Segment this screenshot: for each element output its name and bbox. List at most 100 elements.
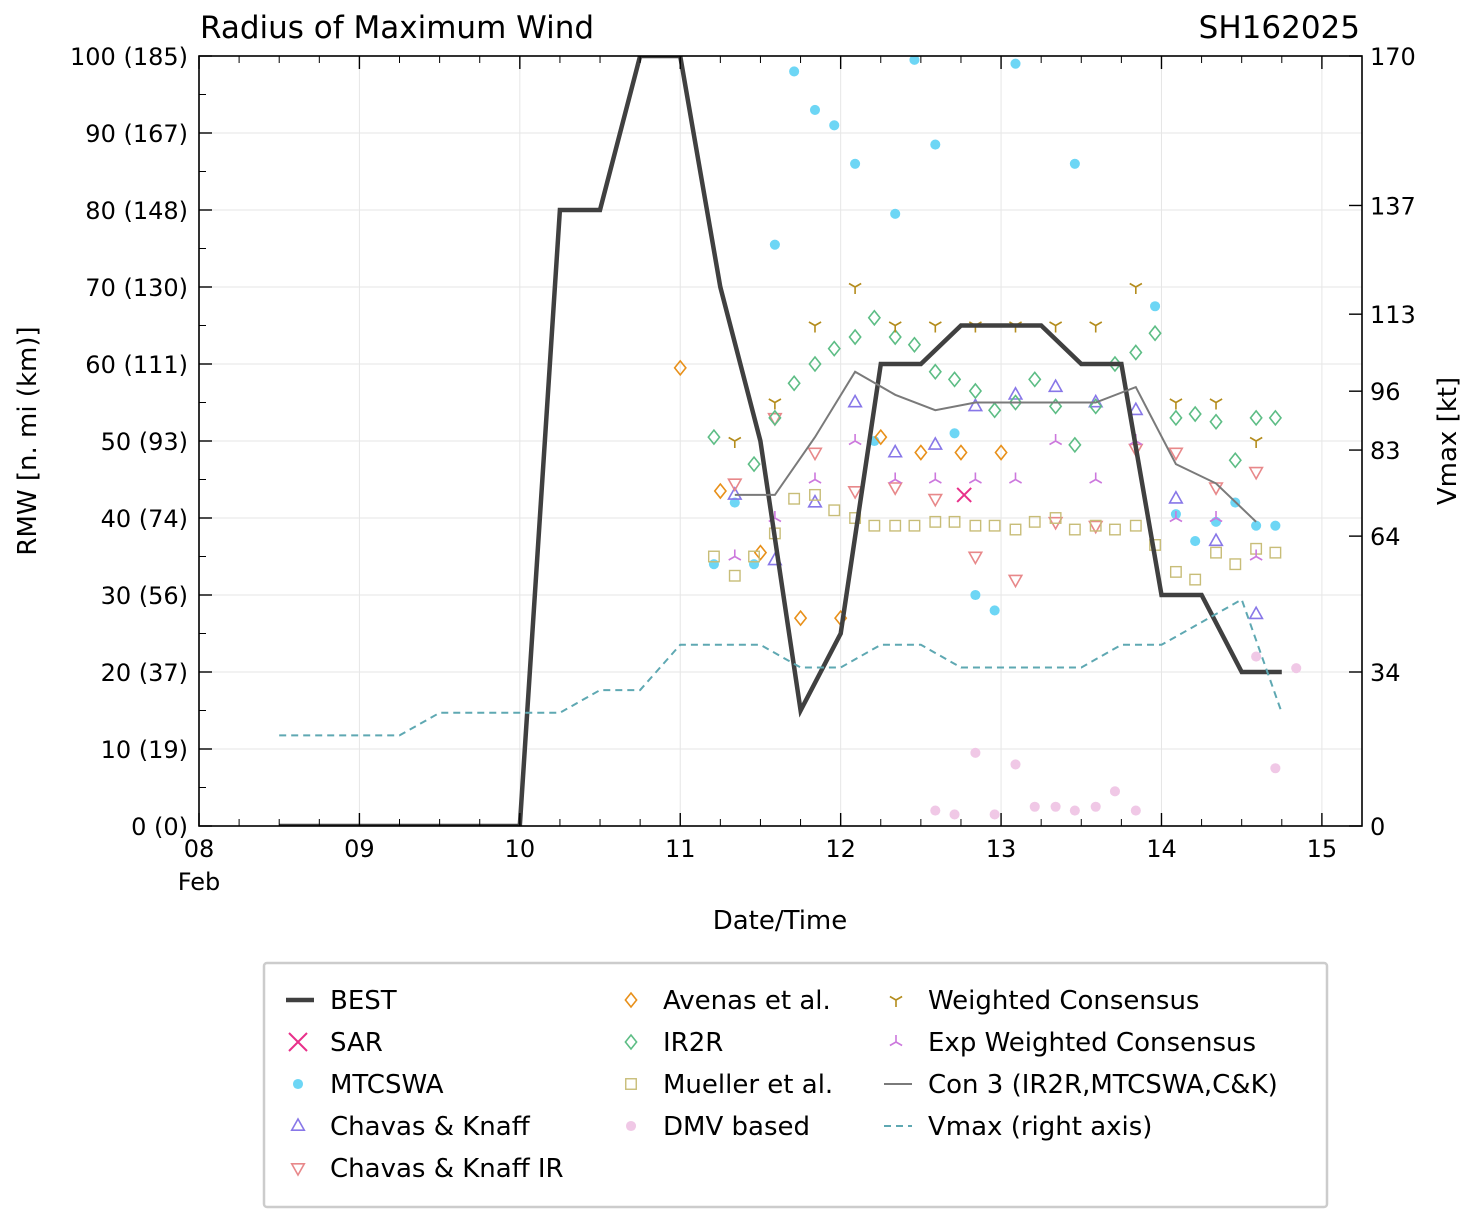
dmv-based-point bbox=[930, 805, 941, 816]
x-tick-label: 10 bbox=[505, 835, 536, 863]
chavas-knaff-ir-point bbox=[967, 551, 984, 566]
y-tick-label: 30 (56) bbox=[101, 582, 188, 610]
mtcswa-point bbox=[850, 158, 861, 169]
mtcswa-point bbox=[809, 104, 821, 115]
mtcswa-point bbox=[748, 559, 760, 570]
chavas-knaff-point bbox=[1128, 401, 1144, 416]
y2-tick-label: 0 bbox=[1370, 813, 1385, 841]
chavas-knaff-point bbox=[1208, 532, 1224, 547]
x-tick-sublabel: Feb bbox=[178, 868, 221, 896]
weighted-consensus-point bbox=[808, 321, 822, 333]
y2-tick-label: 137 bbox=[1370, 192, 1416, 220]
mueller-et-al-point bbox=[929, 515, 942, 528]
mueller-et-al-point bbox=[809, 488, 821, 501]
weighted-consensus-point bbox=[768, 398, 782, 410]
y-axis-label: RMW [n. mi (km)] bbox=[13, 326, 43, 555]
chavas-knaff-ir-point bbox=[847, 486, 863, 500]
mtcswa-point bbox=[708, 559, 719, 570]
exp-weighted-consensus-point bbox=[728, 549, 742, 561]
exp-weighted-consensus-point bbox=[968, 472, 982, 484]
chavas-knaff-point bbox=[927, 436, 943, 450]
chavas-knaff-ir-point bbox=[887, 482, 903, 496]
mueller-et-al-point bbox=[1068, 523, 1081, 536]
exp-weighted-consensus-point bbox=[848, 434, 862, 446]
ir2r-point bbox=[1169, 409, 1183, 427]
plot-inner bbox=[279, 56, 1302, 826]
ir2r-point bbox=[928, 363, 942, 380]
legend-swatch-weighted-consensus bbox=[889, 995, 903, 1007]
vmax-right-axis-line bbox=[279, 598, 1283, 737]
mueller-et-al-point bbox=[1129, 519, 1142, 532]
mueller-et-al-point bbox=[1089, 519, 1102, 532]
chavas-knaff-point bbox=[1168, 490, 1184, 504]
ir2r-point bbox=[747, 455, 761, 473]
chavas-knaff-ir-point bbox=[1088, 520, 1104, 535]
x-tick-label: 14 bbox=[1146, 835, 1177, 863]
dmv-based-point bbox=[989, 809, 1000, 820]
dmv-based-point bbox=[1050, 801, 1061, 812]
y-tick-label: 40 (74) bbox=[101, 505, 188, 533]
mtcswa-point bbox=[789, 66, 800, 77]
y-tick-label: 10 (19) bbox=[101, 736, 188, 764]
legend-label-exp-weighted-consensus: Exp Weighted Consensus bbox=[928, 1028, 1256, 1058]
mueller-et-al-point bbox=[728, 569, 741, 582]
mtcswa-point bbox=[729, 497, 740, 508]
ir2r-point bbox=[1209, 413, 1223, 431]
storm-id: SH162025 bbox=[1199, 10, 1360, 46]
y-tick-label: 50 (93) bbox=[101, 428, 188, 456]
weighted-consensus-point bbox=[1129, 282, 1143, 294]
ir2r-point bbox=[1228, 451, 1242, 469]
dmv-based-point bbox=[1069, 805, 1080, 816]
chavas-knaff-ir-point bbox=[767, 412, 783, 427]
plot-area bbox=[279, 56, 1302, 826]
ir2r-point bbox=[1008, 394, 1023, 411]
dmv-based-point bbox=[1251, 651, 1262, 662]
legend-swatch-avenas-et-al bbox=[624, 991, 638, 1009]
chavas-knaff-point bbox=[807, 493, 823, 508]
ir2r-point bbox=[808, 355, 822, 373]
avenas-et-al-point bbox=[954, 444, 968, 461]
weighted-consensus-point bbox=[888, 321, 902, 333]
avenas-et-al-point bbox=[793, 609, 808, 627]
legend-label-ir2r: IR2R bbox=[663, 1028, 723, 1058]
best-line bbox=[279, 56, 1282, 826]
chavas-knaff-point bbox=[1007, 386, 1024, 400]
avenas-et-al-point bbox=[713, 482, 727, 500]
chavas-knaff-ir-point bbox=[807, 447, 823, 462]
legend-label-mtcswa: MTCSWA bbox=[330, 1070, 444, 1100]
mtcswa-point bbox=[989, 605, 1000, 616]
y2-axis-label: Vmax [kt] bbox=[1433, 377, 1463, 505]
mtcswa-point bbox=[930, 139, 941, 150]
y2-tick-label: 64 bbox=[1370, 523, 1401, 551]
legend-swatch-sar bbox=[288, 1032, 308, 1052]
mueller-et-al-point bbox=[889, 519, 902, 532]
weighted-consensus-point bbox=[1049, 321, 1063, 333]
ir2r-point bbox=[1089, 398, 1103, 415]
y-tick-label: 100 (185) bbox=[70, 43, 188, 71]
exp-weighted-consensus-point bbox=[1249, 549, 1263, 561]
exp-weighted-consensus-point bbox=[808, 472, 822, 484]
chavas-knaff-point bbox=[887, 443, 903, 458]
exp-weighted-consensus-point bbox=[1009, 472, 1022, 484]
legend-swatch-exp-weighted-consensus bbox=[889, 1035, 903, 1047]
chavas-knaff-point bbox=[727, 486, 743, 500]
y2-tick-label: 170 bbox=[1370, 43, 1416, 71]
mueller-et-al-point bbox=[828, 504, 841, 517]
weighted-consensus-point bbox=[928, 321, 942, 333]
mtcswa-point bbox=[1251, 520, 1262, 531]
avenas-et-al-point bbox=[874, 428, 888, 446]
ir2r-point bbox=[968, 382, 983, 400]
legend-label-con-3-ir2r-mtcswa-c-k: Con 3 (IR2R,MTCSWA,C&K) bbox=[928, 1070, 1278, 1100]
legend-label-avenas-et-al: Avenas et al. bbox=[663, 986, 831, 1016]
exp-weighted-consensus-point bbox=[1049, 434, 1063, 446]
chavas-knaff-ir-point bbox=[927, 493, 943, 508]
avenas-et-al-point bbox=[994, 444, 1008, 461]
mtcswa-point bbox=[769, 239, 780, 250]
dmv-based-point bbox=[1090, 801, 1101, 812]
mueller-et-al-point bbox=[1169, 565, 1182, 578]
y-tick-label: 20 (37) bbox=[101, 659, 188, 687]
legend: BEST SAR MTCSWA Chavas & Knaff Chavas & Knaf… bbox=[262, 961, 1329, 1209]
mtcswa-point bbox=[890, 208, 901, 219]
ir2r-point bbox=[1129, 344, 1143, 361]
